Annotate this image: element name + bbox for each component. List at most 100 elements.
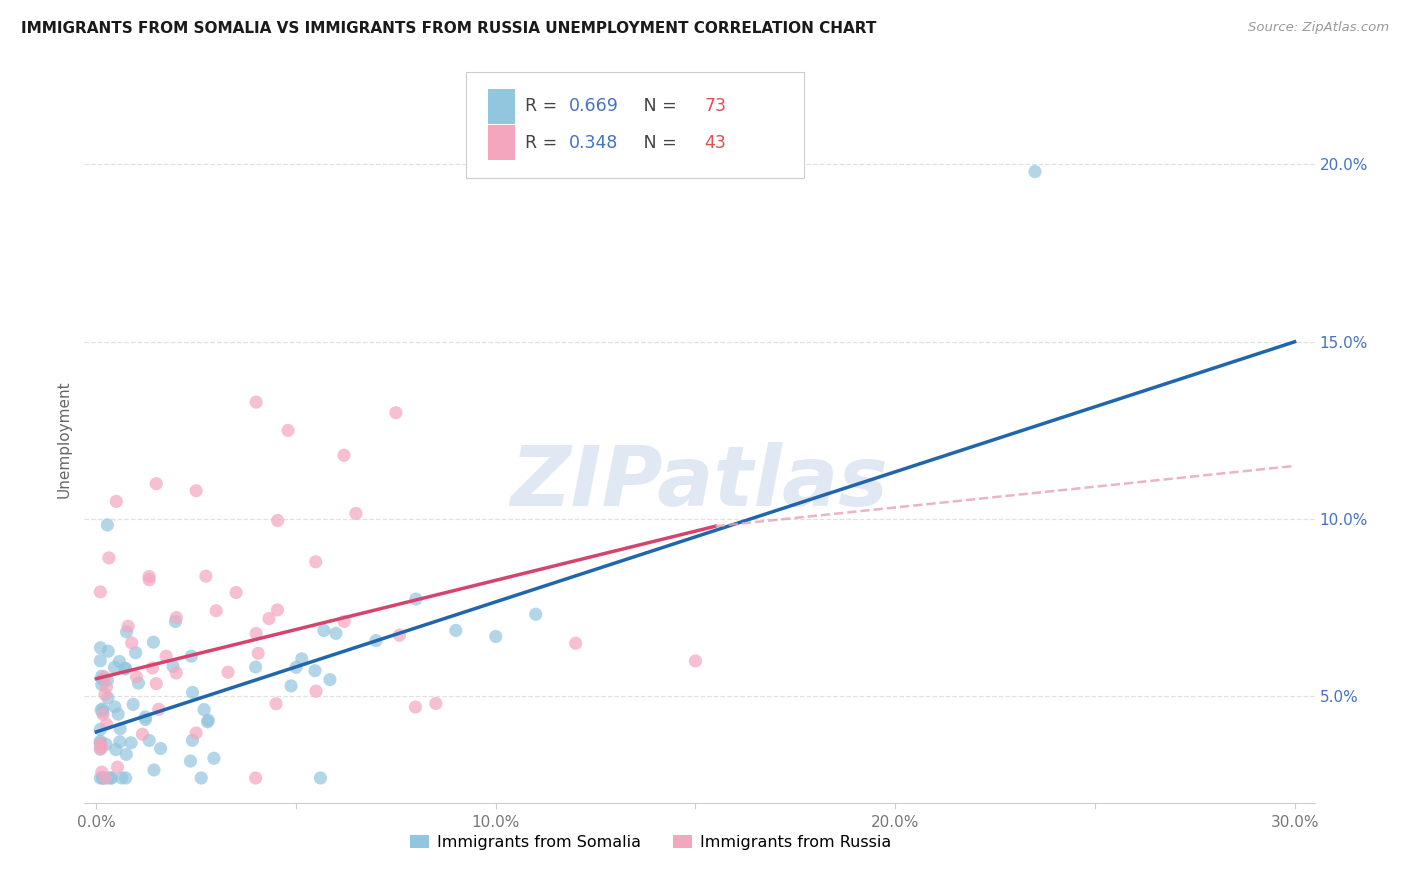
Point [165,615,187,629]
Point [117,619,139,633]
Point [108,655,131,669]
Point [309,771,332,785]
FancyBboxPatch shape [465,72,804,178]
Bar [488,89,515,124]
Point [115,747,138,762]
Point [89,737,111,751]
Point [104,699,127,714]
Point [225,585,247,599]
Point [179,754,201,768]
Point [148,702,170,716]
Point [364,633,387,648]
Point [190,771,212,785]
Point [104,742,127,756]
Point [138,573,160,587]
Point [304,664,326,678]
Point [266,514,288,528]
Text: 73: 73 [704,97,727,115]
Point [94,737,117,751]
Point [197,713,219,727]
Point [165,610,187,624]
Bar [488,125,515,161]
Point [247,646,270,660]
Text: R =: R = [524,97,562,115]
Point [388,628,411,642]
Point [141,661,163,675]
Point [277,424,299,438]
Point [90,739,112,754]
Point [125,646,148,660]
Point [181,733,204,747]
Point [115,624,138,639]
Text: IMMIGRANTS FROM SOMALIA VS IMMIGRANTS FROM RUSSIA UNEMPLOYMENT CORRELATION CHART: IMMIGRANTS FROM SOMALIA VS IMMIGRANTS FR… [21,21,876,36]
Point [103,660,125,674]
Point [425,697,447,711]
Point [120,736,142,750]
Point [685,654,707,668]
Point [131,727,153,741]
Point [89,771,111,785]
Point [145,676,167,690]
Point [122,698,145,712]
Text: 0.669: 0.669 [569,97,619,115]
Text: ZIPatlas: ZIPatlas [510,442,889,524]
Point [134,713,156,727]
Point [181,685,204,699]
Point [91,702,114,716]
Point [114,661,136,675]
Point [107,707,129,722]
Point [91,771,114,785]
Point [90,703,112,717]
Point [89,585,111,599]
Point [97,644,120,658]
Point [93,771,115,785]
Point [385,406,408,420]
Point [114,662,136,676]
Point [162,659,184,673]
Point [1024,164,1046,178]
Point [245,395,267,409]
Point [186,483,208,498]
Point [138,569,160,583]
Point [319,673,342,687]
Point [96,673,118,688]
Point [333,615,356,629]
Point [305,555,328,569]
Point [97,771,120,785]
Point [217,665,239,680]
Point [97,550,120,565]
Point [245,771,267,785]
Text: N =: N = [627,97,682,115]
Point [89,741,111,756]
Point [165,665,187,680]
Point [91,705,114,719]
Point [90,677,112,691]
Text: 43: 43 [704,134,727,152]
Point [94,687,117,701]
Point [89,742,111,756]
Point [180,649,202,664]
Point [91,673,114,687]
Point [266,603,288,617]
Point [142,635,165,649]
Point [155,649,177,664]
Point [202,751,225,765]
Point [100,771,122,785]
Point [108,735,131,749]
Point [344,507,367,521]
Point [108,722,131,736]
Point [333,448,356,462]
Point [89,734,111,748]
Point [89,723,111,737]
Point [245,660,267,674]
Point [291,652,314,666]
Point [444,624,467,638]
Point [93,771,115,785]
Point [91,707,114,722]
Legend: Immigrants from Somalia, Immigrants from Russia: Immigrants from Somalia, Immigrants from… [404,829,897,856]
Point [405,592,427,607]
Point [485,630,508,644]
Point [121,636,143,650]
Point [138,733,160,747]
Point [105,494,128,508]
